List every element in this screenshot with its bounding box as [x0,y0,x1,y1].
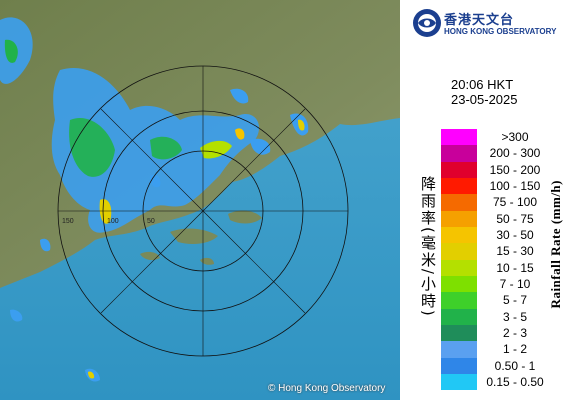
legend-row: 0.50 - 1 [441,357,576,374]
legend-row: >300 [441,129,576,146]
legend-row: 0.15 - 0.50 [441,373,576,391]
range-ring-label: 150 [62,218,74,225]
legend-label: 75 - 100 [492,195,538,210]
legend-panel: 香港天文台 HONG KONG OBSERVATORY 20:06 HKT 23… [400,0,577,400]
legend-row: 1 - 2 [441,341,576,358]
legend-row: 3 - 5 [441,308,576,325]
legend-label: 3 - 5 [502,309,527,324]
legend-label: 200 - 300 [489,146,541,161]
legend-label: >300 [501,130,529,144]
legend-swatch [441,177,477,195]
legend-label: 0.50 - 1 [494,358,536,373]
hko-logo: 香港天文台 HONG KONG OBSERVATORY [412,8,572,38]
legend-label: 7 - 10 [499,276,531,291]
legend-label: 0.15 - 0.50 [486,374,544,389]
legend-swatch [441,324,477,342]
legend-swatch [441,259,477,276]
legend-row: 10 - 15 [441,259,576,276]
legend-label: 2 - 3 [502,325,527,340]
legend-swatch [441,292,477,309]
date-label: 23-05-2025 [451,92,518,107]
land-island-hk [228,210,262,224]
axis-label-cn: 降雨率(毫米/小時) [419,176,437,318]
legend-swatch [441,161,477,178]
legend-label: 10 - 15 [496,260,534,275]
range-ring-label: 50 [147,218,155,225]
legend-swatch [441,357,477,374]
legend-label: 50 - 75 [496,211,534,226]
legend-label: 100 - 150 [489,178,541,193]
land-island-small-2 [200,257,214,265]
legend-swatch [441,373,477,391]
timestamp: 20:06 HKT 23-05-2025 [451,77,518,107]
rain-echoes [0,17,309,382]
land-island-small [140,251,160,261]
legend-row: 2 - 3 [441,324,576,342]
legend-label: 15 - 30 [496,244,534,259]
legend-row: 30 - 50 [441,226,576,244]
legend-row: 150 - 200 [441,161,576,178]
legend-row: 7 - 10 [441,275,576,293]
radar-map[interactable]: 50 100 150 © Hong Kong Observatory [0,0,400,400]
legend-swatch [441,243,477,260]
legend-swatch [441,194,477,211]
copyright-text: © Hong Kong Observatory [268,383,386,394]
radial-lines [58,66,348,356]
legend-swatch [441,210,477,227]
org-name-cn: 香港天文台 [444,13,515,28]
legend-swatch [441,226,477,244]
legend-label: 30 - 50 [496,227,534,242]
legend-row: 15 - 30 [441,243,576,260]
radar-image: 50 100 150 [0,0,400,400]
legend-row: 50 - 75 [441,210,576,227]
legend-row: 100 - 150 [441,177,576,195]
time-label: 20:06 HKT [451,77,514,92]
legend-label: 5 - 7 [502,293,527,308]
legend-swatch [441,145,477,162]
legend-swatch [441,129,477,146]
legend-label: 1 - 2 [502,342,527,357]
range-ring-label: 100 [107,218,119,225]
rainfall-legend: >300 200 - 300 150 - 200 100 - 150 75 - 100 5… [441,129,576,391]
legend-swatch [441,308,477,325]
legend-swatch [441,275,477,293]
legend-label: 150 - 200 [489,162,541,177]
legend-swatch [441,341,477,358]
org-name-en: HONG KONG OBSERVATORY [444,27,557,36]
hko-emblem-icon [413,9,441,37]
legend-row: 200 - 300 [441,145,576,162]
legend-row: 5 - 7 [441,292,576,309]
legend-row: 75 - 100 [441,194,576,211]
